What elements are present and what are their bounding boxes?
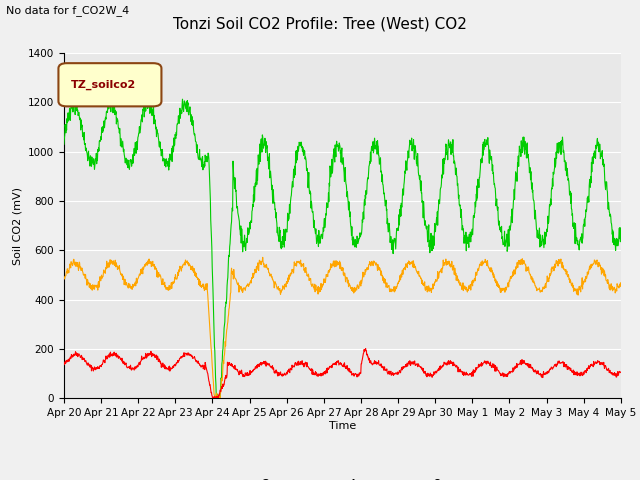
Legend: -2cm, -4cm, -8cm: -2cm, -4cm, -8cm xyxy=(219,473,466,480)
Text: Tonzi Soil CO2 Profile: Tree (West) CO2: Tonzi Soil CO2 Profile: Tree (West) CO2 xyxy=(173,17,467,32)
X-axis label: Time: Time xyxy=(329,421,356,431)
Text: No data for f_CO2W_4: No data for f_CO2W_4 xyxy=(6,5,130,16)
Text: TZ_soilco2: TZ_soilco2 xyxy=(70,80,136,90)
Y-axis label: Soil CO2 (mV): Soil CO2 (mV) xyxy=(12,187,22,264)
FancyBboxPatch shape xyxy=(58,63,161,107)
